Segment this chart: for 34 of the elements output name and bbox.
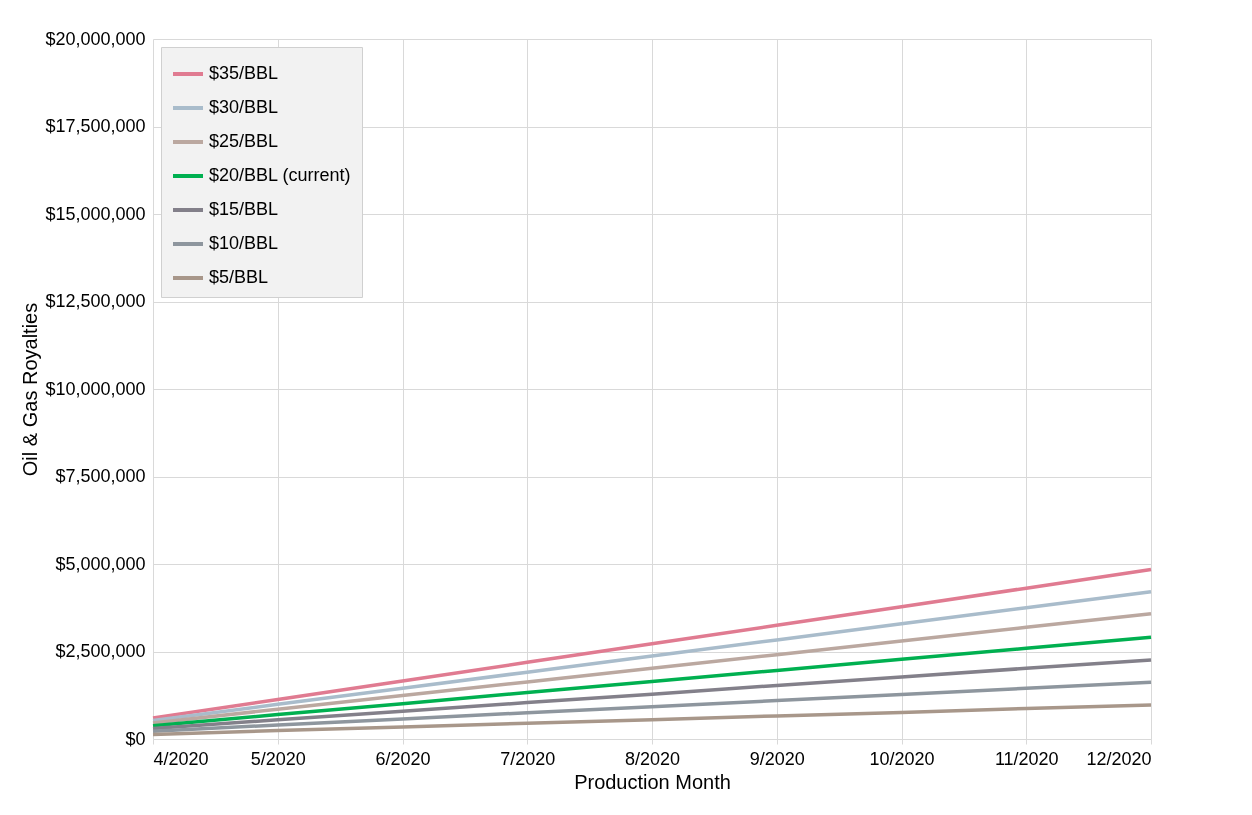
legend-label: $25/BBL — [209, 131, 279, 151]
x-tick-label: 7/2020 — [500, 748, 556, 769]
legend-label: $5/BBL — [209, 267, 269, 287]
y-tick-label: $10,000,000 — [45, 378, 146, 399]
y-tick-label: $2,500,000 — [55, 641, 146, 661]
line-series — [151, 635, 1153, 728]
y-tick-label: $7,500,000 — [55, 466, 146, 486]
y-tick-label: $0 — [125, 728, 146, 749]
y-tick-label: $12,500,000 — [45, 291, 146, 311]
y-tick-label: $17,500,000 — [45, 116, 146, 136]
legend-label: $10/BBL — [209, 233, 279, 253]
line-series — [151, 611, 1153, 725]
x-tick-label: 6/2020 — [375, 748, 431, 769]
x-tick-label: 10/2020 — [869, 748, 935, 769]
legend-label: $30/BBL — [209, 97, 279, 117]
x-tick-label: 12/2020 — [1086, 748, 1152, 769]
x-tick-label: 11/2020 — [994, 748, 1059, 769]
legend-label: $20/BBL (current) — [209, 165, 351, 185]
legend-label: $35/BBL — [209, 63, 279, 83]
x-tick-label: 8/2020 — [624, 748, 681, 769]
x-tick-label: 4/2020 — [153, 748, 209, 769]
x-tick-label: 9/2020 — [749, 748, 805, 769]
x-axis-title: Production Month — [574, 770, 731, 793]
y-tick-label: $20,000,000 — [45, 28, 146, 49]
y-tick-label: $15,000,000 — [45, 203, 146, 224]
line-series — [151, 658, 1153, 731]
y-tick-label: $5,000,000 — [55, 553, 146, 574]
y-axis-title: Oil & Gas Royalties — [19, 302, 42, 477]
line-series — [151, 703, 1153, 737]
line-series — [151, 680, 1153, 734]
line-series — [151, 589, 1153, 723]
line-series — [151, 567, 1153, 720]
legend-label: $15/BBL — [209, 199, 279, 219]
x-tick-label: 5/2020 — [250, 748, 306, 769]
